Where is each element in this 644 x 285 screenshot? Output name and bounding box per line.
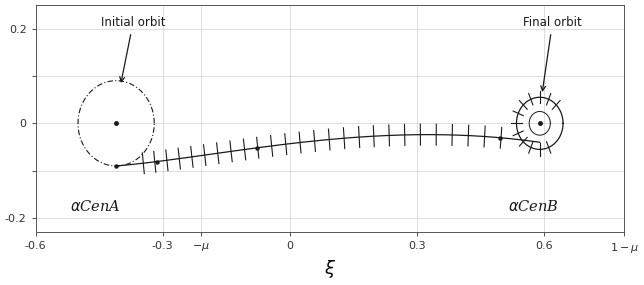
Text: Initial orbit: Initial orbit bbox=[101, 16, 166, 82]
Text: Final orbit: Final orbit bbox=[523, 16, 582, 91]
Text: $\alpha$CenA: $\alpha$CenA bbox=[70, 199, 120, 214]
Text: $\alpha$CenB: $\alpha$CenB bbox=[508, 199, 559, 214]
X-axis label: $\xi$: $\xi$ bbox=[324, 258, 336, 280]
